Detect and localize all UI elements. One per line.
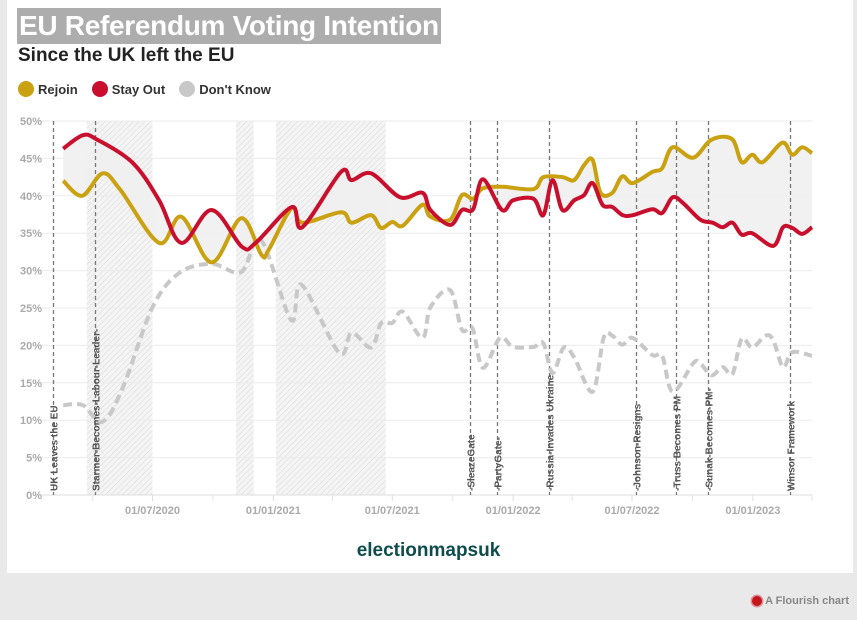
event-label: -Sunak-Becomes-PM- (705, 388, 716, 491)
rejoin-swatch-icon (18, 81, 34, 97)
flourish-link[interactable]: A Flourish chart (752, 595, 849, 607)
legend-label: Stay Out (111, 81, 166, 97)
y-tick-label: 30% (20, 266, 42, 278)
y-tick-label: 15% (20, 378, 42, 390)
event-label: -Truss Becomes PM (673, 396, 684, 491)
y-tick-label: 35% (20, 228, 42, 240)
y-tick-label: 50% (20, 116, 42, 128)
legend-item-dont-know[interactable]: Don't Know (179, 81, 271, 97)
event-label: Starmer-Becomes-Labour-Leader- (92, 329, 103, 491)
stay-out-swatch-icon (91, 81, 108, 97)
chart-subtitle: Since the UK left the EU (18, 45, 235, 66)
chart-title: EU Referendum Voting Intention (17, 8, 441, 44)
gap-area (63, 135, 812, 262)
event-label: -SleazeGate (467, 434, 478, 491)
event-label: -Russia-Invades Ukraine- (546, 372, 557, 492)
y-tick-label: 20% (20, 340, 42, 352)
series-line-don-t-know (63, 236, 813, 424)
y-tick-label: 10% (20, 415, 42, 427)
event-label: -Johnson-Resigns (633, 403, 644, 491)
credit-logo-text: electionmapsuk (356, 540, 501, 561)
y-tick-label: 0% (26, 490, 42, 502)
legend: Rejoin Stay Out Don't Know (18, 81, 271, 97)
legend-item-stay-out[interactable]: Stay Out (91, 81, 166, 97)
event-label: -PartyGate- (494, 437, 505, 491)
y-tick-label: 45% (20, 153, 42, 165)
x-tick-label: 01/07/2022 (604, 505, 659, 517)
y-tick-label: 40% (20, 191, 42, 203)
x-tick-label: 01/01/2022 (486, 505, 541, 517)
flourish-label: A Flourish chart (765, 595, 849, 607)
series-line-stay-out (61, 132, 814, 252)
x-tick-label: 01/07/2020 (125, 505, 180, 517)
event-label: UK Leaves the EU (50, 405, 61, 491)
legend-item-rejoin[interactable]: Rejoin (18, 81, 78, 97)
y-tick-label: 25% (20, 303, 42, 315)
x-tick-label: 01/07/2021 (365, 505, 420, 517)
legend-label: Rejoin (38, 81, 78, 97)
dont-know-swatch-icon (179, 81, 196, 97)
x-tick-label: 01/01/2021 (246, 505, 301, 517)
line-chart: UK Leaves the EU Starmer-Becomes-Labour-L… (20, 116, 814, 517)
y-tick-label: 5% (26, 453, 42, 465)
flourish-logo-icon (752, 596, 763, 606)
x-tick-label: 01/01/2023 (725, 505, 780, 517)
legend-label: Don't Know (199, 81, 271, 97)
event-label: Winsor Framework (787, 401, 798, 491)
